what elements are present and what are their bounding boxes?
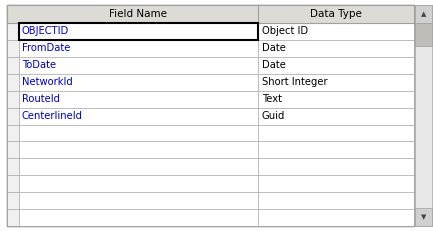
Bar xyxy=(258,23,414,40)
Bar xyxy=(7,5,414,23)
Text: ToDate: ToDate xyxy=(22,60,56,70)
Bar xyxy=(19,91,258,108)
Text: CenterlineId: CenterlineId xyxy=(22,111,83,121)
Text: FromDate: FromDate xyxy=(22,43,71,53)
Bar xyxy=(19,57,258,74)
Bar xyxy=(7,141,19,158)
Bar xyxy=(258,108,414,125)
Bar xyxy=(7,158,19,175)
Bar xyxy=(258,57,414,74)
Text: NetworkId: NetworkId xyxy=(22,77,73,87)
Bar xyxy=(7,23,19,40)
Text: Date: Date xyxy=(262,60,286,70)
Bar xyxy=(7,108,19,125)
Text: Date: Date xyxy=(262,43,286,53)
Bar xyxy=(415,5,432,23)
Bar xyxy=(7,40,19,57)
Text: ▲: ▲ xyxy=(421,11,426,17)
Bar xyxy=(258,40,414,57)
Bar xyxy=(19,192,258,209)
Bar xyxy=(258,74,414,91)
Bar xyxy=(258,175,414,192)
Bar xyxy=(19,74,258,91)
Text: RouteId: RouteId xyxy=(22,94,60,104)
Bar xyxy=(7,74,19,91)
Bar xyxy=(19,23,258,40)
Text: Field Name: Field Name xyxy=(110,9,168,19)
Bar xyxy=(7,91,19,108)
Text: Text: Text xyxy=(262,94,282,104)
Text: OBJECTID: OBJECTID xyxy=(22,27,69,36)
Bar xyxy=(19,125,258,141)
Bar xyxy=(19,158,258,175)
Text: Object ID: Object ID xyxy=(262,27,308,36)
Text: Data Type: Data Type xyxy=(310,9,362,19)
Text: Guid: Guid xyxy=(262,111,285,121)
Bar xyxy=(19,141,258,158)
Bar xyxy=(7,209,19,226)
Bar xyxy=(415,23,432,46)
Bar xyxy=(258,209,414,226)
Bar xyxy=(7,192,19,209)
Bar xyxy=(7,175,19,192)
Bar xyxy=(19,108,258,125)
Bar xyxy=(19,175,258,192)
Bar xyxy=(258,158,414,175)
Text: ▼: ▼ xyxy=(421,214,426,220)
Bar xyxy=(19,40,258,57)
Bar xyxy=(258,91,414,108)
Bar xyxy=(7,57,19,74)
Bar xyxy=(415,5,432,226)
Bar xyxy=(258,192,414,209)
Bar xyxy=(7,125,19,141)
Bar xyxy=(258,125,414,141)
Bar xyxy=(19,209,258,226)
Text: Short Integer: Short Integer xyxy=(262,77,328,87)
Bar xyxy=(415,208,432,226)
Bar xyxy=(258,141,414,158)
